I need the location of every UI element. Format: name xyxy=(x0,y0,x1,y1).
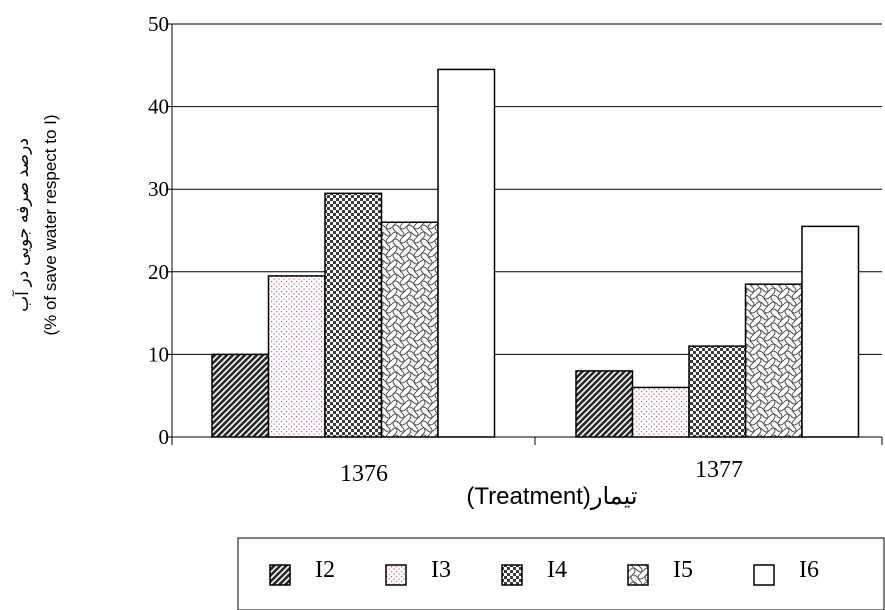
category-label-1376: 1376 xyxy=(340,461,388,487)
legend: I2 I3 I4 I5 I6 xyxy=(237,537,885,610)
bars xyxy=(211,68,860,438)
legend-label-I4: I4 xyxy=(547,557,567,583)
legend-swatch-I2 xyxy=(269,564,291,586)
bar-I2-1377 xyxy=(575,370,634,438)
y-tick-label: 30 xyxy=(148,177,169,201)
bar-I3-1376 xyxy=(267,275,326,438)
y-tick-label: 50 xyxy=(148,12,169,36)
y-tick-label: 40 xyxy=(148,95,169,119)
y-axis-title-line-2: (% of save water respect to I) xyxy=(41,114,60,335)
bar-I2-1376 xyxy=(211,353,270,438)
x-axis-title: تیمار(Treatment) xyxy=(466,483,637,510)
y-tick-label: 0 xyxy=(159,425,170,449)
y-tick-label: 10 xyxy=(148,342,169,366)
bar-I6-1377 xyxy=(801,225,860,438)
y-axis-title: درصد صرفه جویی در آب (% of save water re… xyxy=(11,114,60,335)
bar-I4-1377 xyxy=(688,345,747,438)
legend-swatch-I6 xyxy=(753,564,775,586)
legend-swatch-I4 xyxy=(501,564,523,586)
legend-items: I2 I3 I4 I5 I6 xyxy=(269,557,819,586)
bar-I4-1376 xyxy=(324,192,383,438)
legend-swatch-I5 xyxy=(627,564,649,586)
legend-label-I3: I3 xyxy=(431,557,451,583)
legend-swatch-I3 xyxy=(385,564,407,586)
y-tick-labels: 0 10 20 30 40 50 xyxy=(148,12,169,449)
legend-box xyxy=(237,537,885,610)
legend-label-I5: I5 xyxy=(673,557,693,583)
bar-I5-1377 xyxy=(744,283,803,438)
y-axis-title-line-1: درصد صرفه جویی در آب xyxy=(11,138,32,312)
bar-I3-1377 xyxy=(631,386,690,438)
category-label-1377: 1377 xyxy=(695,457,743,483)
bar-I5-1376 xyxy=(380,221,439,438)
legend-label-I2: I2 xyxy=(315,557,335,583)
y-tick-label: 20 xyxy=(148,260,169,284)
bar-I6-1376 xyxy=(437,68,496,438)
legend-label-I6: I6 xyxy=(799,557,819,583)
